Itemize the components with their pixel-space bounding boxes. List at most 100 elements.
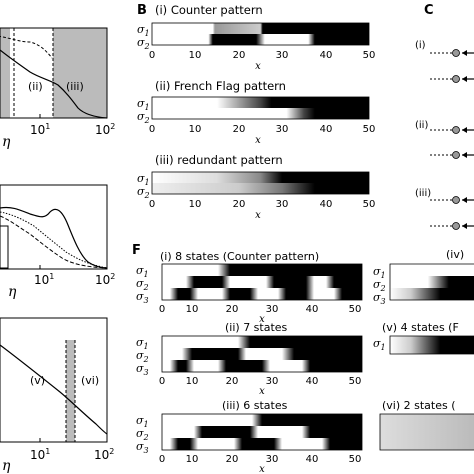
heatmap-frame: [161, 335, 363, 373]
tick-label: 102: [94, 447, 114, 462]
panel-b-ticks-ii: 0 10 20 30 40 50 x: [149, 124, 376, 146]
region-shade: [53, 28, 107, 118]
region-label-v: (v): [30, 374, 45, 387]
heatmap-frame: [389, 263, 474, 301]
x-axis-label: x: [255, 135, 261, 146]
tick-label: 50: [349, 376, 362, 387]
panel-f-row-labels: σ1 σ2 σ3 σ1 σ2 σ3 σ1 σ2 σ3: [136, 264, 149, 455]
heatmap-row: [390, 288, 474, 300]
row-label-sigma1: σ1: [136, 336, 149, 351]
panel-letter-f: F: [132, 243, 141, 258]
heatmap-frame: [161, 413, 363, 451]
panel-f-ticks-iii: 0 10 20 30 40 50 x: [159, 454, 362, 474]
panel-letter-b: B: [137, 3, 147, 18]
heatmap-frame: [151, 96, 370, 120]
row-label-sigma2: σ2: [136, 277, 149, 292]
panel-f-title-i: (i) 8 states (Counter pattern): [160, 250, 319, 263]
arrowhead-icon: [462, 152, 467, 158]
tick-label: 50: [349, 304, 362, 315]
panel-f-title-ii: (ii) 7 states: [225, 321, 288, 334]
panel-f-title-v: (v) 4 states (F: [382, 321, 459, 334]
axes-frame: [0, 27, 108, 119]
row-label-sigma3: σ3: [136, 440, 149, 455]
heatmap-f-i: [161, 263, 363, 301]
panel-f-right-cropped: (iv) σ1 σ2 σ3 (v) 4 states (F σ1 (vi) 2 …: [373, 248, 474, 451]
left-mid-plot: 101 102 η: [0, 184, 115, 300]
panel-b-row-labels: σ1 σ2 σ1 σ2 σ1 σ2: [137, 23, 150, 200]
heatmap-frame: [379, 413, 474, 451]
tick-label: 10: [186, 304, 199, 315]
heatmap-b-ii: [151, 96, 370, 120]
axes-frame: [0, 184, 108, 270]
axes-frame: [0, 317, 108, 443]
tick-label: 10: [186, 376, 199, 387]
arrowhead-icon: [462, 197, 467, 203]
panel-f-title-vi: (vi) 2 states (: [382, 399, 456, 412]
heatmap-row-sigma2: [152, 183, 369, 194]
diagram-label-i: (i): [415, 40, 426, 51]
row-label-sigma1: σ1: [373, 337, 386, 352]
tick-label: 0: [159, 304, 165, 315]
curve-dashed: [0, 35, 53, 59]
heatmap-row: [390, 276, 474, 288]
left-bot-plot: (v) (vi) 101 102 η: [0, 317, 114, 474]
heatmap-frame: [151, 171, 370, 195]
x-axis-label: x: [259, 386, 265, 397]
tick-label: 30: [266, 454, 279, 465]
tick-label: 0: [149, 199, 155, 210]
row-label-sigma2: σ2: [136, 427, 149, 442]
row-label-sigma2: σ2: [137, 185, 150, 200]
tick-label: 10: [186, 454, 199, 465]
tick-label: 20: [226, 376, 239, 387]
heatmap-row-sigma2: [152, 108, 369, 119]
tick-label: 20: [233, 199, 246, 210]
arrowhead-icon: [462, 127, 467, 133]
heatmap-row-sigma1: [152, 23, 369, 34]
heatmap-row-sigma2: [162, 426, 362, 438]
node-icon: [452, 196, 460, 204]
tick-label: 0: [149, 50, 155, 61]
row-label-sigma1: σ1: [136, 264, 149, 279]
heatmap-frame: [161, 263, 363, 301]
curve: [0, 49, 108, 119]
tick-label: 50: [349, 454, 362, 465]
tick-label: 10: [189, 124, 202, 135]
heatmap-f-ii: [161, 335, 363, 373]
x-axis-label: x: [259, 464, 265, 474]
tick-label: 101: [30, 122, 50, 137]
tick-label: 101: [30, 447, 50, 462]
curve-dashed: [0, 215, 108, 269]
row-label-sigma1: σ1: [136, 414, 149, 429]
curve: [0, 344, 108, 435]
row-label-sigma2: σ2: [137, 110, 150, 125]
row-label-sigma3: σ3: [136, 362, 149, 377]
row-label-sigma2: σ2: [137, 36, 150, 51]
row-label-sigma3: σ3: [373, 291, 386, 306]
tick-label: 20: [226, 304, 239, 315]
heatmap-row-sigma3: [162, 288, 362, 300]
heatmap-row: [380, 414, 474, 450]
row-label-sigma2: σ2: [136, 349, 149, 364]
x-axis-label: x: [255, 61, 261, 72]
arrowhead-icon: [462, 76, 467, 82]
heatmap-frame: [389, 335, 474, 355]
tick-label: 0: [159, 454, 165, 465]
row-label-sigma1: σ1: [137, 172, 150, 187]
curve-solid: [0, 206, 108, 269]
inset-box: [0, 225, 9, 269]
panel-b-title-i: (i) Counter pattern: [155, 3, 263, 17]
tick-label: 30: [276, 199, 289, 210]
arrowhead-icon: [462, 223, 467, 229]
tick-label: 102: [95, 122, 115, 137]
row-label-sigma1: σ1: [373, 265, 386, 280]
panel-b-title-iii: (iii) redundant pattern: [155, 153, 283, 167]
node-icon: [452, 75, 460, 83]
heatmap-row-sigma1: [162, 264, 362, 276]
heatmap-row-sigma3: [162, 438, 362, 450]
row-label-sigma2: σ2: [373, 278, 386, 293]
x-axis-label: x: [259, 314, 265, 325]
heatmap-row-sigma3: [162, 360, 362, 372]
tick-label: 50: [363, 199, 376, 210]
tick-label: 30: [276, 50, 289, 61]
